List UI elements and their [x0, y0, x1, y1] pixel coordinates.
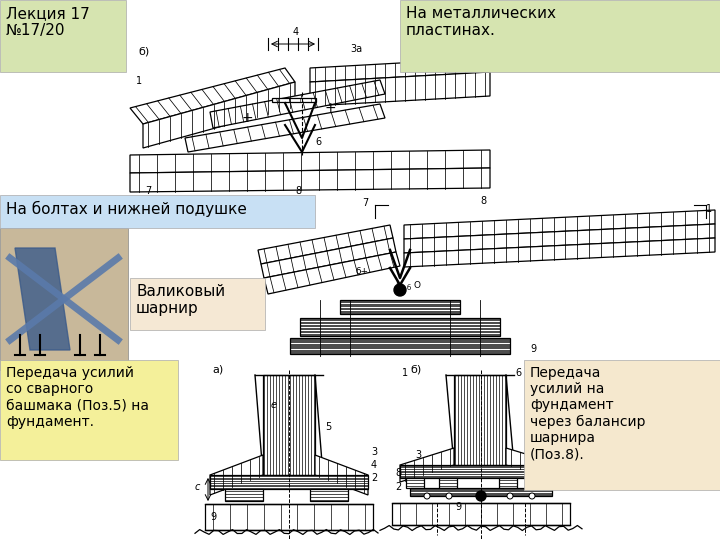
Text: На металлических пластинах: На металлических пластинах [220, 168, 340, 177]
Text: 8: 8 [295, 186, 301, 196]
Bar [0, 0, 126, 72]
Text: б): б) [410, 364, 421, 374]
Polygon shape [258, 225, 393, 264]
Text: 9: 9 [455, 502, 461, 512]
Text: 1: 1 [402, 368, 408, 378]
Bar [0, 228, 128, 370]
Bar [0, 360, 178, 460]
Bar [263, 375, 315, 475]
Polygon shape [506, 448, 562, 482]
Polygon shape [310, 72, 490, 106]
Text: +: + [241, 111, 253, 125]
Text: Лекция 17
№17/20: Лекция 17 №17/20 [6, 6, 90, 38]
Circle shape [529, 493, 535, 499]
Text: с: с [194, 482, 200, 492]
Bar [0, 195, 315, 228]
Text: 6: 6 [315, 137, 321, 147]
Text: 9: 9 [530, 344, 536, 354]
Polygon shape [272, 98, 316, 102]
Text: 5: 5 [450, 48, 456, 58]
Polygon shape [310, 58, 490, 82]
Circle shape [476, 491, 486, 501]
Polygon shape [315, 455, 368, 495]
Text: 1: 1 [136, 76, 142, 86]
Bar [310, 489, 348, 501]
Text: 4: 4 [371, 460, 377, 470]
Text: +: + [324, 101, 336, 115]
Text: Передача усилий
со сварного
башмака (Поз.5) на
фундамент.: Передача усилий со сварного башмака (Поз… [6, 366, 149, 429]
Text: 7: 7 [145, 186, 151, 196]
Text: 8: 8 [395, 468, 401, 478]
Bar [392, 503, 570, 525]
Text: 6: 6 [515, 368, 521, 378]
Text: 7: 7 [362, 198, 368, 208]
Polygon shape [15, 248, 70, 350]
Text: 8: 8 [480, 196, 486, 206]
Text: б+: б+ [356, 267, 369, 276]
Polygon shape [404, 224, 715, 253]
Text: б): б) [138, 47, 149, 57]
Polygon shape [130, 150, 490, 173]
Bar [400, 0, 720, 72]
Text: валиковый шарнир (диаметр шарнира): валиковый шарнир (диаметр шарнира) [420, 225, 564, 232]
Polygon shape [404, 238, 715, 267]
Text: б: б [407, 285, 411, 291]
Polygon shape [261, 238, 396, 278]
Text: 5: 5 [325, 422, 331, 432]
Text: 1: 1 [258, 210, 264, 220]
Bar [225, 489, 263, 501]
Polygon shape [210, 455, 263, 495]
Text: 1: 1 [706, 204, 712, 214]
Bar [205, 504, 373, 530]
Polygon shape [130, 68, 295, 124]
Text: е: е [271, 400, 277, 410]
Polygon shape [400, 448, 454, 482]
Bar [531, 478, 549, 488]
Text: Передача
усилий на
фундамент
через балансир
шарнира
(Поз.8).: Передача усилий на фундамент через балан… [530, 366, 646, 461]
Polygon shape [130, 168, 490, 192]
Bar [524, 360, 720, 490]
Text: 3а: 3а [350, 44, 362, 54]
Bar [210, 475, 368, 489]
Polygon shape [185, 104, 385, 152]
Bar [439, 478, 457, 488]
Text: 2: 2 [395, 482, 401, 492]
Text: 3: 3 [415, 450, 421, 460]
Bar [290, 338, 510, 354]
Text: 4: 4 [293, 27, 299, 37]
Text: N: N [395, 281, 402, 290]
Polygon shape [143, 82, 295, 148]
Bar [130, 278, 265, 330]
Text: На металлических
пластинах.: На металлических пластинах. [406, 6, 556, 38]
Bar [400, 465, 562, 478]
Text: 7: 7 [564, 457, 570, 467]
Bar [454, 375, 506, 465]
Bar [406, 478, 424, 488]
Text: На болтах и нижней подушке: На болтах и нижней подушке [6, 201, 247, 217]
Circle shape [394, 284, 406, 296]
Bar [300, 318, 500, 336]
Text: Валиковый
шарнир: Валиковый шарнир [136, 284, 225, 316]
Circle shape [507, 493, 513, 499]
Bar [340, 300, 460, 314]
Polygon shape [264, 252, 400, 294]
Bar [499, 478, 517, 488]
Text: O: O [414, 281, 421, 290]
Text: 9: 9 [210, 512, 216, 522]
Text: 4: 4 [564, 445, 570, 455]
Polygon shape [210, 80, 385, 128]
Text: в): в) [258, 197, 269, 207]
Polygon shape [404, 210, 715, 239]
Text: а): а) [212, 364, 223, 374]
Circle shape [424, 493, 430, 499]
Text: 3: 3 [371, 447, 377, 457]
Text: 2: 2 [371, 473, 377, 483]
Bar [410, 488, 552, 496]
Circle shape [446, 493, 452, 499]
